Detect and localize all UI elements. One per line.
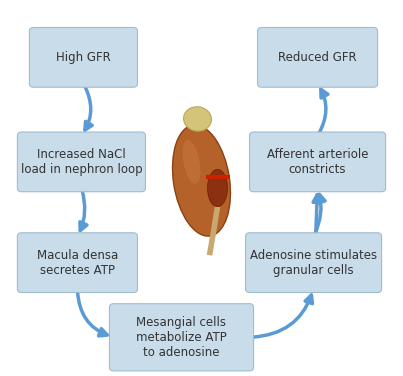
FancyBboxPatch shape — [258, 27, 378, 87]
Ellipse shape — [183, 107, 212, 131]
FancyBboxPatch shape — [245, 233, 382, 293]
FancyBboxPatch shape — [17, 132, 145, 192]
Text: Macula densa
secretes ATP: Macula densa secretes ATP — [37, 249, 118, 277]
FancyBboxPatch shape — [110, 304, 253, 371]
Text: Reduced GFR: Reduced GFR — [278, 51, 357, 64]
Ellipse shape — [183, 140, 200, 184]
FancyBboxPatch shape — [29, 27, 137, 87]
Ellipse shape — [208, 169, 228, 207]
FancyBboxPatch shape — [17, 233, 137, 293]
FancyBboxPatch shape — [249, 132, 386, 192]
Ellipse shape — [172, 125, 231, 236]
Text: Increased NaCl
load in nephron loop: Increased NaCl load in nephron loop — [21, 148, 142, 176]
Text: Adenosine stimulates
granular cells: Adenosine stimulates granular cells — [250, 249, 377, 277]
Text: Mesangial cells
metabolize ATP
to adenosine: Mesangial cells metabolize ATP to adenos… — [136, 316, 227, 359]
Text: Afferent arteriole
constricts: Afferent arteriole constricts — [267, 148, 368, 176]
Text: High GFR: High GFR — [56, 51, 111, 64]
